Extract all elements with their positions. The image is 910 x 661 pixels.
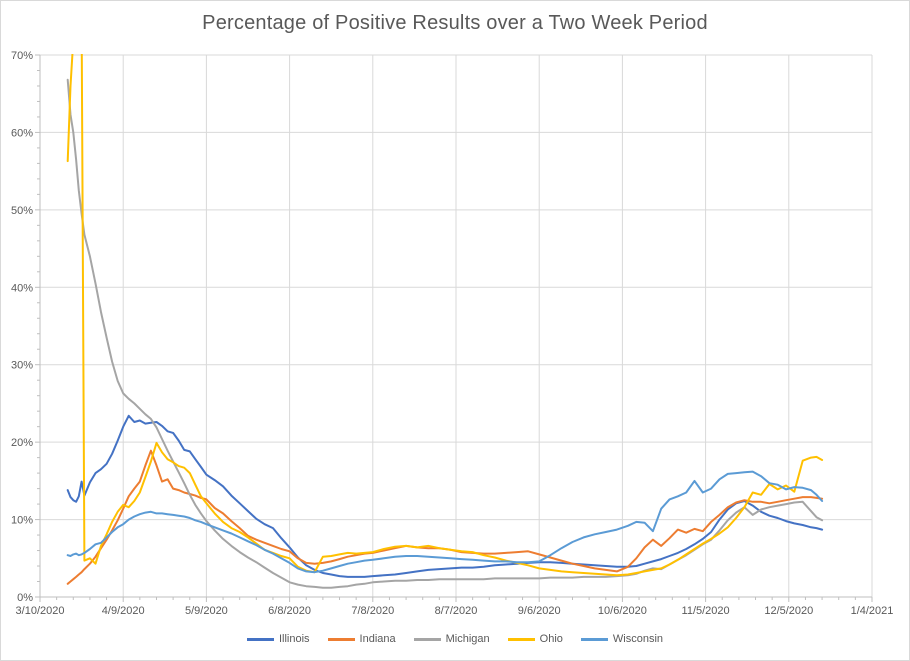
legend-label: Michigan <box>445 633 490 645</box>
y-axis-label: 20% <box>11 437 33 449</box>
y-axis-label: 0% <box>17 592 33 604</box>
legend-item-indiana[interactable]: Indiana <box>327 633 396 645</box>
series-ohio <box>66 54 824 577</box>
x-axis-label: 4/9/2020 <box>102 605 145 617</box>
series-wisconsin <box>66 470 824 574</box>
legend-item-illinois[interactable]: Illinois <box>246 633 310 645</box>
legend-swatch-wisconsin <box>580 637 608 641</box>
legend-label: Ohio <box>539 633 563 645</box>
legend-swatch-ohio <box>507 637 535 641</box>
y-axis-label: 40% <box>11 282 33 294</box>
legend-swatch-illinois <box>246 637 274 641</box>
x-axis-label: 9/6/2020 <box>518 605 561 617</box>
legend-item-michigan[interactable]: Michigan <box>413 633 490 645</box>
series-indiana <box>66 449 824 585</box>
x-axis-label: 7/8/2020 <box>351 605 394 617</box>
x-axis-label: 3/10/2020 <box>16 605 65 617</box>
series-michigan <box>66 78 824 589</box>
x-axis-label: 6/8/2020 <box>268 605 311 617</box>
x-axis-label: 1/4/2021 <box>851 605 894 617</box>
x-axis-label: 10/6/2020 <box>598 605 647 617</box>
y-axis-label: 30% <box>11 360 33 372</box>
y-axis-label: 50% <box>11 205 33 217</box>
legend-label: Illinois <box>278 633 310 645</box>
legend-swatch-indiana <box>327 637 355 641</box>
legend-label: Indiana <box>359 633 396 645</box>
x-axis-label: 12/5/2020 <box>764 605 813 617</box>
y-axis-label: 60% <box>11 127 33 139</box>
x-axis-label: 5/9/2020 <box>185 605 228 617</box>
chart-title[interactable]: Percentage of Positive Results over a Tw… <box>202 12 708 34</box>
legend-swatch-michigan <box>413 637 441 641</box>
x-axis-label: 8/7/2020 <box>435 605 478 617</box>
legend-item-ohio[interactable]: Ohio <box>507 633 563 645</box>
y-axis-label: 70% <box>11 50 33 62</box>
series-illinois <box>66 414 824 578</box>
x-axis-label: 11/5/2020 <box>682 605 730 617</box>
legend-item-wisconsin[interactable]: Wisconsin <box>580 633 664 645</box>
legend[interactable]: Illinois Indiana Michigan Ohio Wisconsin <box>0 633 910 645</box>
y-axis-label: 10% <box>11 515 33 527</box>
legend-label: Wisconsin <box>612 633 664 645</box>
